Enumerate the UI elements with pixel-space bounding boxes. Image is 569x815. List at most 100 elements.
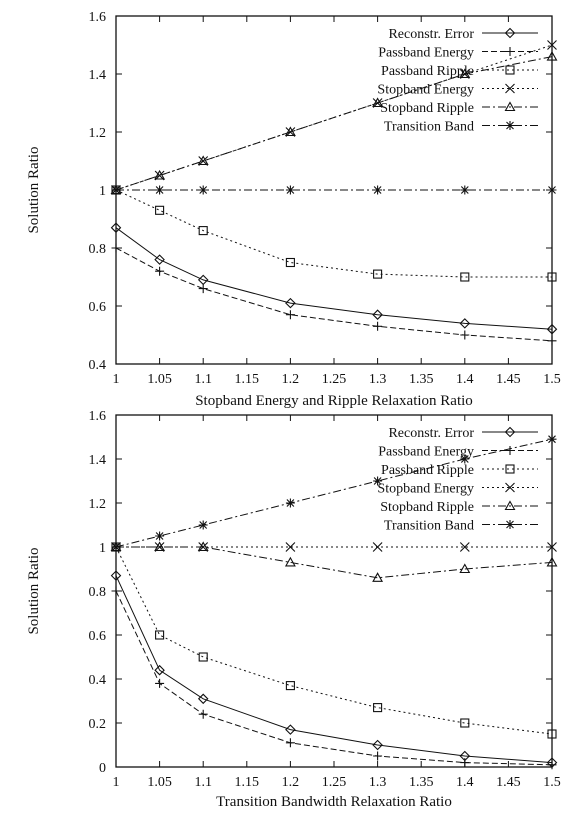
legend-label: Stopband Ripple bbox=[380, 500, 474, 515]
legend-marker-square bbox=[505, 464, 515, 474]
data-point-star bbox=[285, 498, 295, 508]
data-point-diamond bbox=[110, 222, 122, 233]
data-point-square bbox=[373, 703, 383, 713]
data-point-diamond bbox=[154, 254, 165, 265]
plot-frame bbox=[115, 414, 553, 768]
legend-label: Stopband Energy bbox=[377, 482, 474, 497]
data-point-plus bbox=[547, 760, 557, 770]
legend-marker-triangle bbox=[504, 101, 516, 112]
y-tick-label: 0.6 bbox=[89, 300, 107, 315]
x-tick-label: 1 bbox=[113, 775, 120, 790]
x-tick-label: 1.35 bbox=[409, 775, 434, 790]
y-axis-label: Solution Ratio bbox=[26, 547, 42, 634]
data-point-square bbox=[155, 630, 165, 640]
legend-label: Transition Band bbox=[384, 519, 474, 534]
series-diamond bbox=[110, 222, 558, 335]
series-line bbox=[115, 227, 553, 330]
data-point-triangle bbox=[197, 155, 209, 166]
legend-label: Passband Energy bbox=[378, 46, 474, 61]
data-point-star bbox=[155, 531, 165, 541]
series-line bbox=[115, 438, 553, 548]
data-point-plus bbox=[460, 330, 470, 340]
series-square bbox=[111, 542, 557, 739]
data-point-plus bbox=[111, 586, 121, 596]
data-point-triangle bbox=[459, 68, 471, 79]
data-point-star bbox=[373, 476, 383, 486]
data-point-star bbox=[285, 185, 295, 195]
y-axis-label: Solution Ratio bbox=[26, 146, 42, 233]
series-star bbox=[111, 185, 557, 195]
x-tick-label: 1.2 bbox=[282, 372, 300, 387]
data-point-triangle bbox=[284, 556, 296, 567]
legend-marker-plus bbox=[505, 47, 515, 56]
data-point-cross bbox=[459, 542, 470, 552]
data-point-plus bbox=[155, 266, 165, 276]
y-tick-label: 0.4 bbox=[89, 673, 107, 688]
x-axis-label: Transition Bandwidth Relaxation Ratio bbox=[216, 794, 452, 810]
series-line bbox=[115, 590, 553, 766]
legend-label: Passband Energy bbox=[378, 445, 474, 460]
data-point-plus bbox=[285, 738, 295, 748]
series-square bbox=[111, 185, 557, 282]
y-tick-label: 0.8 bbox=[89, 242, 107, 257]
x-tick-label: 1.25 bbox=[322, 372, 347, 387]
data-point-square bbox=[285, 681, 295, 691]
series-triangle bbox=[110, 541, 558, 582]
legend-label: Reconstr. Error bbox=[388, 27, 474, 42]
data-point-star bbox=[373, 185, 383, 195]
x-tick-label: 1.5 bbox=[543, 372, 561, 387]
data-point-square bbox=[460, 272, 470, 282]
x-tick-label: 1.15 bbox=[235, 775, 260, 790]
data-point-diamond bbox=[285, 297, 296, 309]
legend-label: Reconstr. Error bbox=[388, 426, 474, 441]
data-point-triangle bbox=[154, 169, 166, 180]
series-line bbox=[116, 546, 553, 579]
data-point-cross bbox=[547, 40, 557, 50]
data-point-triangle bbox=[197, 541, 209, 552]
x-tick-label: 1 bbox=[113, 372, 120, 387]
x-tick-label: 1.3 bbox=[369, 775, 387, 790]
legend-label: Stopband Ripple bbox=[380, 101, 474, 116]
data-point-diamond bbox=[154, 664, 165, 676]
data-point-star bbox=[547, 434, 557, 444]
data-point-plus bbox=[373, 321, 383, 331]
series-plus bbox=[111, 243, 557, 346]
series-triangle bbox=[110, 50, 558, 195]
data-point-triangle bbox=[372, 97, 384, 108]
legend-marker-cross bbox=[505, 482, 515, 493]
legend-marker-diamond bbox=[504, 426, 516, 438]
data-point-square bbox=[547, 729, 557, 739]
data-point-plus bbox=[285, 310, 295, 320]
y-tick-label: 0.8 bbox=[89, 585, 107, 600]
y-tick-label: 0.6 bbox=[89, 629, 107, 644]
x-tick-label: 1.15 bbox=[235, 372, 260, 387]
data-point-triangle bbox=[284, 126, 296, 137]
data-point-plus bbox=[547, 336, 557, 346]
x-tick-label: 1.4 bbox=[456, 372, 474, 387]
data-point-square bbox=[547, 272, 557, 282]
data-point-square bbox=[460, 718, 470, 728]
data-point-triangle bbox=[546, 50, 558, 61]
x-tick-label: 1.4 bbox=[456, 775, 474, 790]
x-tick-label: 1.5 bbox=[543, 775, 561, 790]
y-tick-label: 0.4 bbox=[89, 358, 107, 373]
data-point-triangle bbox=[372, 572, 384, 582]
data-point-cross bbox=[285, 542, 296, 552]
legend-label: Passband Ripple bbox=[381, 463, 474, 478]
legend-marker-cross bbox=[505, 83, 515, 94]
data-point-square bbox=[373, 269, 383, 279]
data-point-diamond bbox=[197, 693, 209, 705]
legend-marker-star bbox=[505, 520, 515, 529]
x-tick-label: 1.05 bbox=[147, 775, 172, 790]
data-point-triangle bbox=[154, 541, 166, 552]
series-line bbox=[115, 56, 553, 191]
data-point-star bbox=[198, 185, 208, 195]
data-point-star bbox=[111, 542, 121, 552]
y-tick-label: 0 bbox=[99, 761, 106, 776]
data-point-diamond bbox=[546, 323, 558, 335]
x-tick-label: 1.45 bbox=[496, 775, 521, 790]
data-point-triangle bbox=[459, 563, 471, 574]
data-point-plus bbox=[155, 678, 165, 688]
